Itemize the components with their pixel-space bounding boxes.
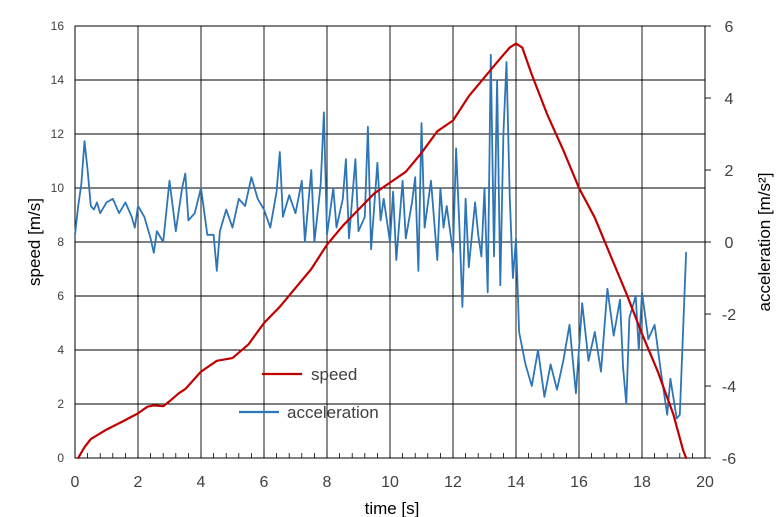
right-y-tick-label: -2 (722, 307, 736, 324)
left-y-tick-label: 14 (51, 73, 65, 87)
left-y-tick-label: 10 (51, 181, 65, 195)
series-line-acceleration (74, 53, 687, 420)
x-axis-title: time [s] (365, 499, 420, 517)
left-y-axis-ticks: 0 2 4 6 8 10 12 14 16 (51, 19, 65, 465)
right-y-tick-label: -4 (722, 379, 736, 396)
right-y-tick-label: 0 (725, 235, 734, 252)
left-y-tick-label: 4 (57, 343, 64, 357)
x-tick-label: 0 (71, 474, 80, 491)
x-tick-label: 4 (197, 474, 206, 491)
right-y-tick-label: 6 (725, 19, 734, 36)
x-tick-label: 14 (507, 474, 525, 491)
x-axis-ticks: 0 2 4 6 8 10 12 14 16 18 20 (71, 453, 714, 491)
right-y-axis-title: acceleration [m/s²] (755, 173, 774, 312)
x-tick-label: 12 (444, 474, 462, 491)
x-tick-label: 6 (260, 474, 269, 491)
right-y-axis-ticks: -6 -4 -2 0 2 4 6 (705, 19, 736, 468)
x-tick-label: 18 (633, 474, 651, 491)
legend-label-acceleration: acceleration (287, 403, 379, 422)
series-line-speed (77, 42, 688, 460)
left-y-tick-label: 8 (57, 235, 64, 249)
right-y-tick-label: -6 (722, 451, 736, 468)
left-y-tick-label: 2 (57, 397, 64, 411)
left-y-tick-label: 12 (51, 127, 65, 141)
series-layer (74, 42, 688, 460)
x-tick-label: 20 (696, 474, 714, 491)
right-y-tick-label: 4 (725, 91, 734, 108)
x-tick-label: 16 (570, 474, 588, 491)
x-tick-label: 2 (134, 474, 143, 491)
legend: speed acceleration (239, 365, 379, 422)
right-y-tick-label: 2 (725, 163, 734, 180)
x-tick-label: 10 (381, 474, 399, 491)
x-tick-label: 8 (323, 474, 332, 491)
left-y-tick-label: 16 (51, 19, 65, 33)
left-y-tick-label: 0 (57, 451, 64, 465)
legend-label-speed: speed (311, 365, 357, 384)
left-y-tick-label: 6 (57, 289, 64, 303)
left-y-axis-title: speed [m/s] (25, 198, 44, 286)
